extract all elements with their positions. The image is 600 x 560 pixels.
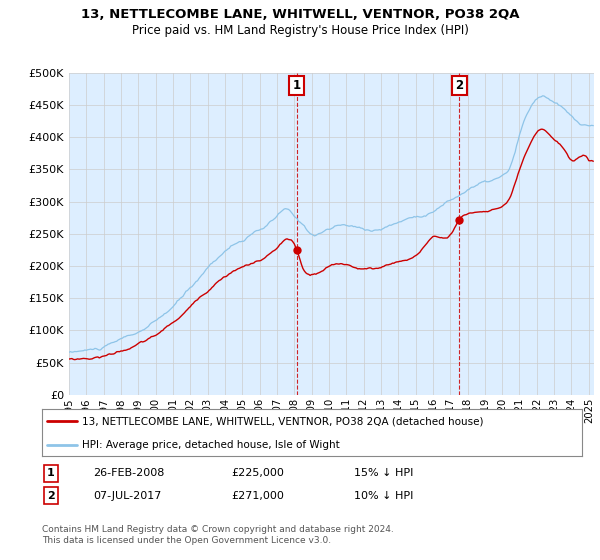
Text: 1: 1 <box>47 468 55 478</box>
Text: HPI: Average price, detached house, Isle of Wight: HPI: Average price, detached house, Isle… <box>83 440 340 450</box>
Text: 1: 1 <box>293 79 301 92</box>
Text: 13, NETTLECOMBE LANE, WHITWELL, VENTNOR, PO38 2QA (detached house): 13, NETTLECOMBE LANE, WHITWELL, VENTNOR,… <box>83 416 484 426</box>
Text: 15% ↓ HPI: 15% ↓ HPI <box>354 468 413 478</box>
Text: 13, NETTLECOMBE LANE, WHITWELL, VENTNOR, PO38 2QA: 13, NETTLECOMBE LANE, WHITWELL, VENTNOR,… <box>81 8 519 21</box>
Text: 10% ↓ HPI: 10% ↓ HPI <box>354 491 413 501</box>
Text: £271,000: £271,000 <box>231 491 284 501</box>
Text: £225,000: £225,000 <box>231 468 284 478</box>
Text: Contains HM Land Registry data © Crown copyright and database right 2024.
This d: Contains HM Land Registry data © Crown c… <box>42 525 394 545</box>
Text: Price paid vs. HM Land Registry's House Price Index (HPI): Price paid vs. HM Land Registry's House … <box>131 24 469 36</box>
Text: 07-JUL-2017: 07-JUL-2017 <box>93 491 161 501</box>
Text: 2: 2 <box>47 491 55 501</box>
Text: 26-FEB-2008: 26-FEB-2008 <box>93 468 164 478</box>
Text: 2: 2 <box>455 79 463 92</box>
